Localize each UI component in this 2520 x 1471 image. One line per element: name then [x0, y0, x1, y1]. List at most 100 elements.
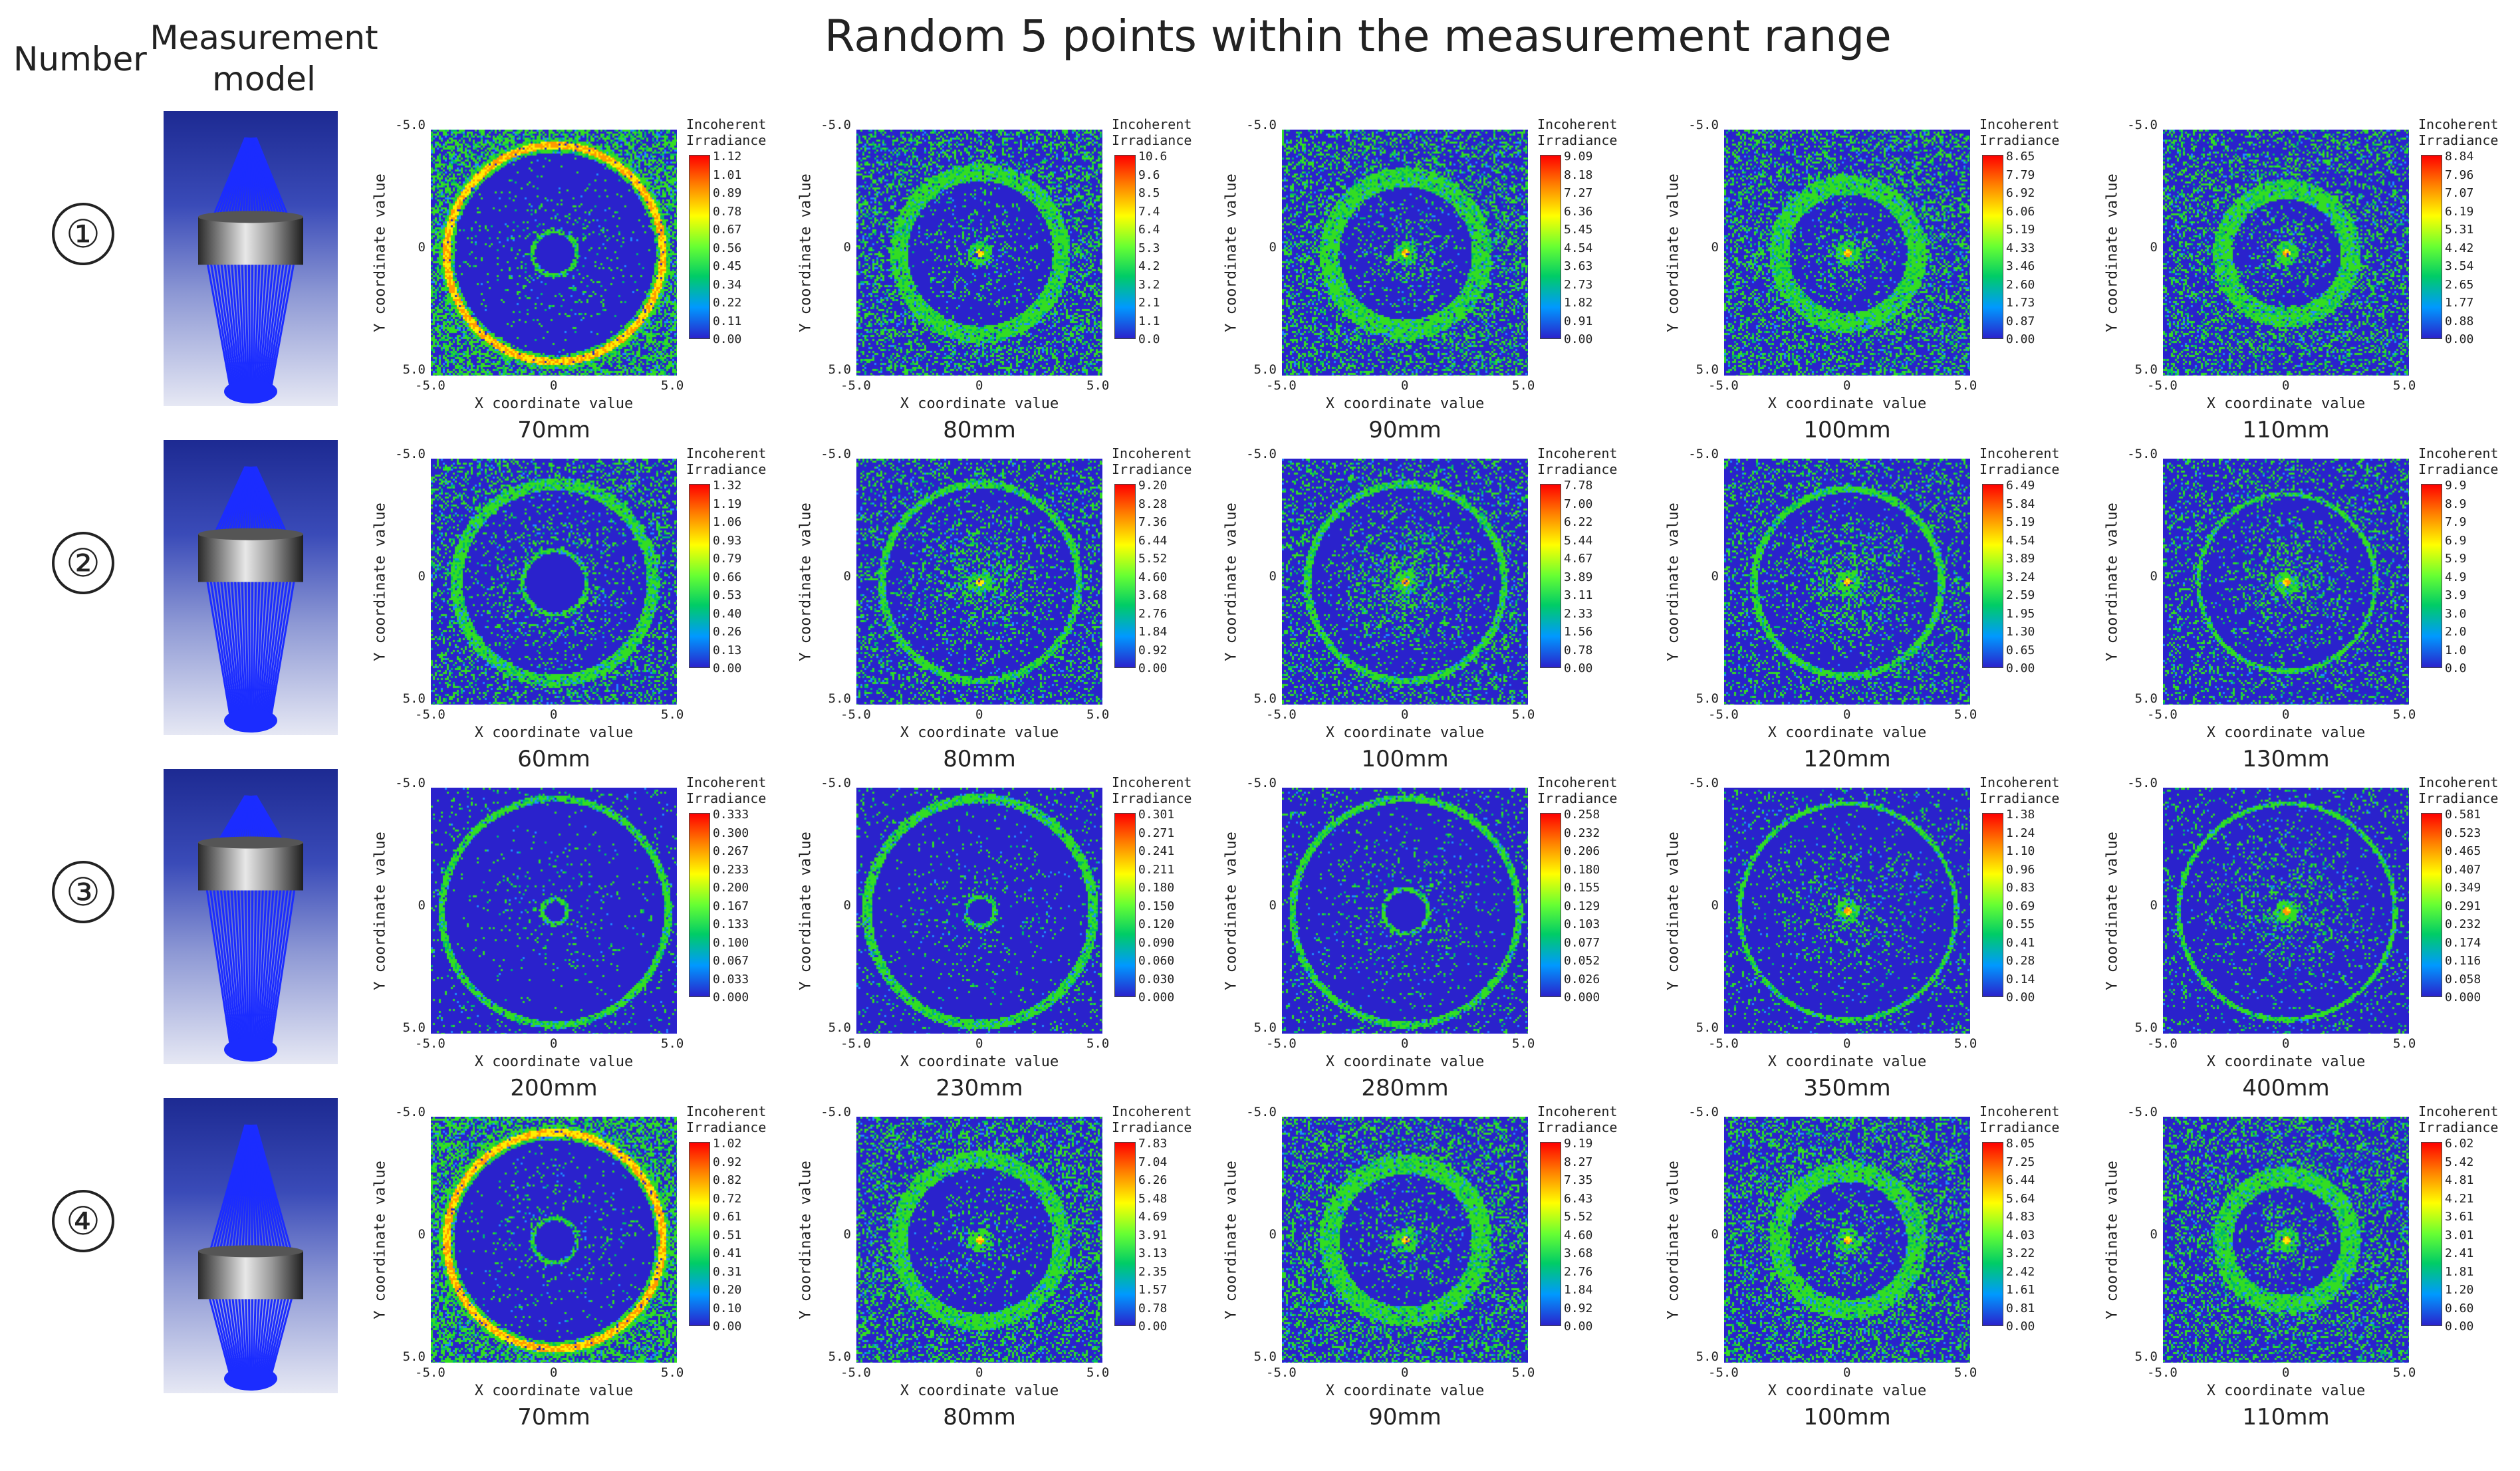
model-ring [198, 534, 303, 582]
colorbar-tick-label: 6.44 [2006, 1173, 2035, 1187]
y-tick-label: 0 [1269, 1227, 1277, 1242]
distance-label: 350mm [1803, 1075, 1891, 1101]
x-tick-label: 5.0 [1954, 378, 1977, 393]
colorbar-tick-label: 0.077 [1564, 935, 1600, 950]
colorbar-tick-label: 0.00 [1564, 1319, 1593, 1333]
colorbar [1540, 484, 1561, 668]
x-tick-label: 5.0 [1512, 1036, 1535, 1051]
colorbar-tick-label: 7.00 [1564, 497, 1593, 511]
colorbar-tick-label: 0.96 [2006, 862, 2035, 877]
y-axis-label: Y coordinate value [1665, 1161, 1682, 1319]
y-tick-label: 0 [418, 240, 426, 255]
x-tick-label: 5.0 [661, 707, 684, 722]
colorbar-tick-label: 7.79 [2006, 168, 2035, 182]
y-axis-label: Y coordinate value [372, 503, 389, 661]
colorbar-tick-label: 0.41 [713, 1246, 742, 1260]
irradiance-canvas [1724, 130, 1970, 376]
colorbar-tick-label: 0.300 [713, 826, 749, 840]
colorbar [1114, 155, 1136, 339]
y-tick-label: 0 [1711, 1227, 1719, 1242]
colorbar-tick-label: 0.120 [1138, 917, 1175, 931]
y-tick-label: -5.0 [1246, 776, 1277, 790]
distance-label: 130mm [2242, 746, 2330, 772]
measurement-model-image [164, 769, 338, 1064]
x-tick-label: 5.0 [2393, 707, 2416, 722]
colorbar [689, 484, 710, 668]
colorbar-tick-label: 7.35 [1564, 1173, 1593, 1187]
y-tick-label: 5.0 [402, 1349, 426, 1364]
y-axis-label: Y coordinate value [1665, 173, 1682, 332]
colorbar-tick-label: 0.55 [2006, 917, 2035, 931]
colorbar-title: Incoherent Irradiance [1979, 774, 2060, 806]
colorbar-tick-label: 0.000 [713, 990, 749, 1004]
colorbar-title: Incoherent Irradiance [1112, 116, 1192, 148]
colorbar-title: Incoherent Irradiance [1537, 445, 1618, 477]
colorbar-tick-label: 4.9 [2445, 570, 2467, 584]
irradiance-map [856, 1117, 1102, 1363]
colorbar-tick-label: 0.267 [713, 844, 749, 858]
row-number: ④ [52, 1190, 114, 1252]
colorbar-tick-label: 3.13 [1138, 1246, 1168, 1260]
colorbar-tick-label: 3.54 [2445, 259, 2474, 273]
colorbar-tick-label: 2.76 [1564, 1264, 1593, 1279]
colorbar-tick-label: 1.82 [1564, 296, 1593, 310]
colorbar-tick-label: 2.1 [1138, 296, 1160, 310]
colorbar [2421, 155, 2442, 339]
colorbar-tick-label: 1.01 [713, 168, 742, 182]
colorbar-tick-label: 8.28 [1138, 497, 1168, 511]
colorbar-tick-label: 5.19 [2006, 223, 2035, 237]
colorbar-tick-label: 5.64 [2006, 1191, 2035, 1206]
x-axis-label: X coordinate value [1325, 1383, 1485, 1399]
colorbar-tick-label: 3.11 [1564, 588, 1593, 602]
colorbar-tick-label: 0.581 [2445, 808, 2481, 822]
colorbar-tick-label: 2.65 [2445, 277, 2474, 292]
x-tick-label: -5.0 [415, 1365, 445, 1380]
irradiance-canvas [1724, 788, 1970, 1034]
colorbar-tick-label: 3.61 [2445, 1210, 2474, 1224]
colorbar-tick-label: 5.31 [2445, 223, 2474, 237]
colorbar-tick-label: 0.28 [2006, 954, 2035, 968]
colorbar-tick-label: 0.333 [713, 808, 749, 822]
model-ring [198, 842, 303, 891]
colorbar-tick-label: 2.33 [1564, 606, 1593, 621]
colorbar-tick-label: 0.232 [2445, 917, 2481, 931]
x-axis-label: X coordinate value [474, 396, 634, 412]
irradiance-map [1724, 1117, 1970, 1363]
colorbar-tick-label: 0.0 [2445, 661, 2467, 675]
colorbar [689, 813, 710, 997]
y-axis-label: Y coordinate value [2104, 173, 2121, 332]
distance-label: 100mm [1803, 1404, 1891, 1430]
colorbar-tick-label: 0.79 [713, 552, 742, 566]
distance-label: 90mm [1368, 1404, 1442, 1430]
colorbar-tick-label: 4.03 [2006, 1228, 2035, 1242]
colorbar-tick-label: 1.61 [2006, 1283, 2035, 1297]
y-tick-label: -5.0 [1688, 1105, 1719, 1119]
colorbar-title: Incoherent Irradiance [1537, 1103, 1618, 1135]
x-axis-label: X coordinate value [900, 1383, 1059, 1399]
colorbar-tick-label: 5.45 [1564, 223, 1593, 237]
colorbar-tick-label: 6.06 [2006, 204, 2035, 219]
colorbar-tick-label: 0.78 [713, 204, 742, 219]
colorbar-tick-label: 0.000 [1138, 990, 1175, 1004]
x-axis-label: X coordinate value [474, 725, 634, 741]
colorbar-tick-label: 7.27 [1564, 186, 1593, 200]
x-tick-label: -5.0 [415, 1036, 445, 1051]
y-tick-label: 5.0 [402, 691, 426, 706]
colorbar-tick-label: 8.84 [2445, 150, 2474, 164]
colorbar-tick-label: 6.49 [2006, 479, 2035, 493]
model-ring [198, 1251, 303, 1300]
irradiance-panel: -5.0 0 5.0 -5.0 0 5.0 X coordinate value Y coor… [798, 445, 1210, 778]
irradiance-map [1282, 1117, 1528, 1363]
colorbar-tick-label: 2.41 [2445, 1246, 2474, 1260]
colorbar [1982, 484, 2003, 668]
colorbar-tick-label: 0.00 [2445, 332, 2474, 346]
y-tick-label: -5.0 [2127, 118, 2158, 132]
colorbar-tick-label: 7.36 [1138, 515, 1168, 529]
irradiance-panel: -5.0 0 5.0 -5.0 0 5.0 X coordinate value Y coor… [1666, 116, 2078, 449]
model-ray-diagram [198, 1124, 303, 1391]
colorbar-tick-label: 0.83 [2006, 881, 2035, 895]
x-tick-label: -5.0 [2147, 1036, 2178, 1051]
colorbar-tick-label: 8.18 [1564, 168, 1593, 182]
colorbar-tick-label: 0.41 [2006, 935, 2035, 950]
distance-label: 100mm [1803, 417, 1891, 443]
